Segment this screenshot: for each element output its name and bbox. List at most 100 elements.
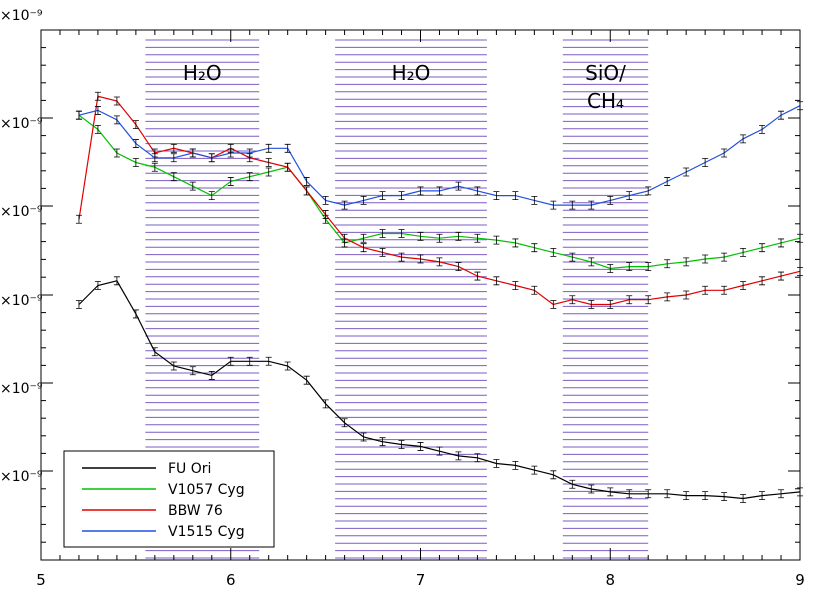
error-bar: [607, 264, 614, 273]
error-bar: [645, 295, 652, 305]
series-line: [78, 95, 801, 306]
band-2: [335, 39, 487, 559]
error-bar: [759, 491, 766, 501]
x-tick-label: 9: [795, 571, 805, 589]
error-bar: [550, 300, 557, 309]
error-bar: [94, 106, 101, 115]
error-bar: [265, 158, 272, 167]
error-bar: [455, 231, 462, 241]
error-bar: [493, 276, 500, 286]
error-bar: [759, 243, 766, 253]
error-bar: [379, 229, 386, 238]
error-bar: [303, 186, 310, 196]
y-axis: ×10⁻⁹ ×10⁻⁹ ×10⁻⁹ ×10⁻⁹ ×10⁻⁹ ×10⁻⁹: [0, 8, 800, 543]
error-bar: [360, 195, 367, 205]
y-tick-label: ×10⁻⁹: [0, 116, 43, 132]
error-bar: [303, 177, 310, 186]
x-tick-label: 7: [416, 571, 426, 589]
error-bar: [341, 200, 348, 210]
x-axis: 5 6 7 8 9: [36, 30, 805, 589]
error-bar: [531, 285, 538, 295]
error-bar: [778, 271, 785, 281]
error-bar: [227, 148, 234, 158]
band-label: H₂O: [183, 61, 222, 85]
error-bar: [132, 120, 139, 130]
error-bar: [151, 162, 158, 172]
error-bar: [341, 233, 348, 243]
x-tick-label: 8: [605, 571, 615, 589]
error-bar: [94, 91, 101, 101]
error-bar: [778, 238, 785, 248]
error-bar: [626, 262, 633, 272]
series-lines: [75, 91, 803, 503]
error-bar: [398, 191, 405, 201]
error-bar: [75, 110, 82, 120]
error-bar: [740, 134, 747, 144]
error-bar: [208, 191, 215, 201]
error-bar: [436, 446, 443, 456]
error-bar: [246, 356, 253, 366]
error-bar: [170, 153, 177, 163]
error-bar: [702, 491, 709, 501]
error-bar: [189, 366, 196, 376]
error-bar: [417, 254, 424, 264]
error-bar: [683, 290, 690, 300]
error-bar: [626, 489, 633, 499]
error-bar: [113, 115, 120, 125]
error-bar: [151, 153, 158, 163]
error-bar: [512, 191, 519, 201]
error-bar: [740, 494, 747, 503]
error-bar: [664, 292, 671, 302]
error-bar: [664, 489, 671, 499]
error-bar: [626, 295, 633, 305]
legend-label: FU Ori: [168, 461, 211, 477]
error-bar: [626, 191, 633, 201]
series-4: [75, 101, 803, 210]
error-bar: [474, 271, 481, 281]
error-bar: [265, 167, 272, 177]
error-bar: [417, 231, 424, 241]
legend-label: V1057 Cyg: [168, 482, 245, 498]
error-bar: [322, 210, 329, 219]
error-bar: [474, 186, 481, 196]
error-bar: [645, 262, 652, 272]
error-bar: [227, 356, 234, 366]
error-bar: [151, 347, 158, 357]
error-bar: [246, 148, 253, 158]
y-tick-label: ×10⁻⁹: [0, 204, 43, 220]
y-tick-label: ×10⁻⁹: [0, 469, 43, 485]
error-bar: [702, 254, 709, 264]
error-bar: [550, 200, 557, 210]
error-bar: [189, 148, 196, 158]
error-bar: [379, 437, 386, 447]
error-bar: [360, 233, 367, 243]
error-bar: [759, 276, 766, 286]
error-bar: [132, 139, 139, 148]
error-bar: [170, 172, 177, 182]
error-bar: [398, 229, 405, 238]
error-bar: [493, 459, 500, 468]
error-bar: [94, 281, 101, 290]
band-label: H₂O: [392, 61, 431, 85]
error-bar: [417, 442, 424, 451]
error-bar: [75, 214, 82, 224]
error-bar: [284, 162, 291, 172]
error-bar: [740, 281, 747, 290]
error-bar: [474, 453, 481, 463]
error-bar: [455, 181, 462, 191]
error-bar: [493, 191, 500, 201]
error-bar: [721, 285, 728, 295]
error-bar: [702, 158, 709, 167]
error-bar: [531, 243, 538, 253]
error-bar: [322, 399, 329, 409]
error-bar: [512, 460, 519, 470]
error-bar: [607, 195, 614, 205]
error-bar: [379, 248, 386, 257]
error-bar: [569, 479, 576, 489]
error-bar: [664, 259, 671, 269]
error-bar: [588, 300, 595, 309]
error-bar: [284, 143, 291, 153]
error-bar: [607, 300, 614, 309]
y-tick-label: ×10⁻⁹: [0, 293, 43, 309]
error-bar: [113, 276, 120, 286]
